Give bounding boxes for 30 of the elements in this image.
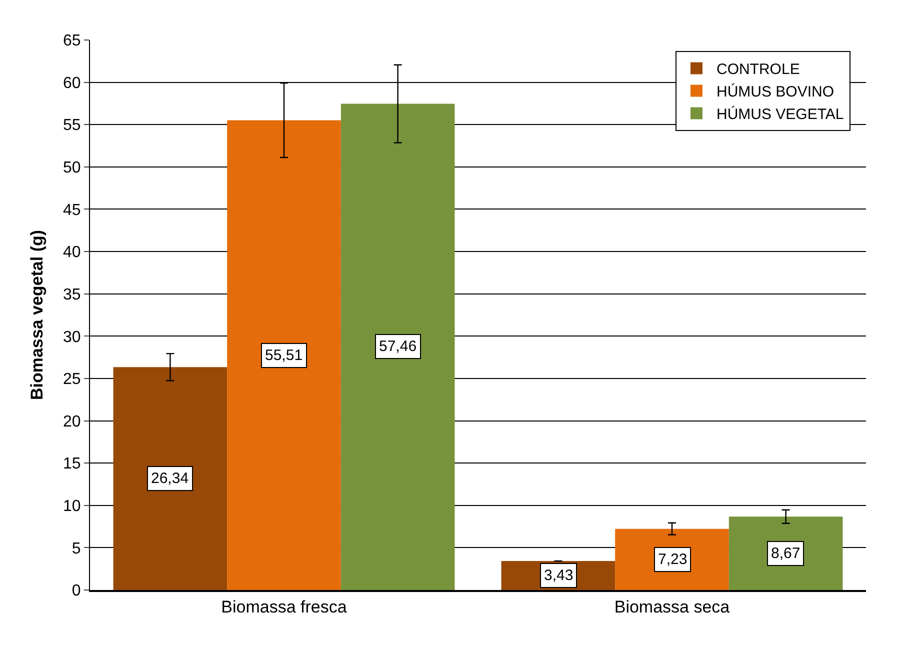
- y-tick-label: 10: [63, 498, 81, 515]
- y-tick-label: 55: [63, 117, 81, 134]
- bar: [227, 120, 341, 590]
- y-tick-label: 35: [63, 286, 81, 304]
- y-tick-label: 60: [63, 74, 81, 92]
- data-label: 8,67: [771, 545, 800, 562]
- bar: [340, 104, 455, 590]
- y-tick-label: 50: [63, 160, 81, 177]
- legend-label: HÚMUS VEGETAL: [716, 105, 844, 124]
- legend-label: HÚMUS BOVINO: [716, 82, 834, 101]
- y-tick-label: 40: [63, 244, 81, 262]
- legend-label: CONTROLE: [716, 61, 800, 78]
- data-label: 26,34: [151, 470, 189, 487]
- data-label: 57,46: [379, 338, 417, 355]
- bar: [728, 516, 843, 590]
- y-axis-title: Biomassa vegetal (g): [28, 230, 47, 400]
- y-tick-label: 30: [63, 328, 81, 346]
- x-tick-label: Biomassa seca: [614, 597, 730, 616]
- bar: [113, 367, 228, 590]
- data-label: 7,23: [658, 551, 688, 568]
- y-tick-label: 20: [63, 413, 81, 430]
- x-tick-label: Biomassa fresca: [221, 597, 348, 616]
- y-tick-label: 15: [63, 456, 81, 473]
- data-label: 3,43: [544, 567, 574, 584]
- y-tick-label: 65: [63, 32, 81, 50]
- y-tick-label: 25: [63, 371, 81, 388]
- y-tick-label: 45: [63, 202, 81, 219]
- data-label: 55,51: [265, 347, 303, 364]
- y-tick-label: 0: [72, 582, 81, 600]
- y-tick-label: 5: [72, 540, 81, 558]
